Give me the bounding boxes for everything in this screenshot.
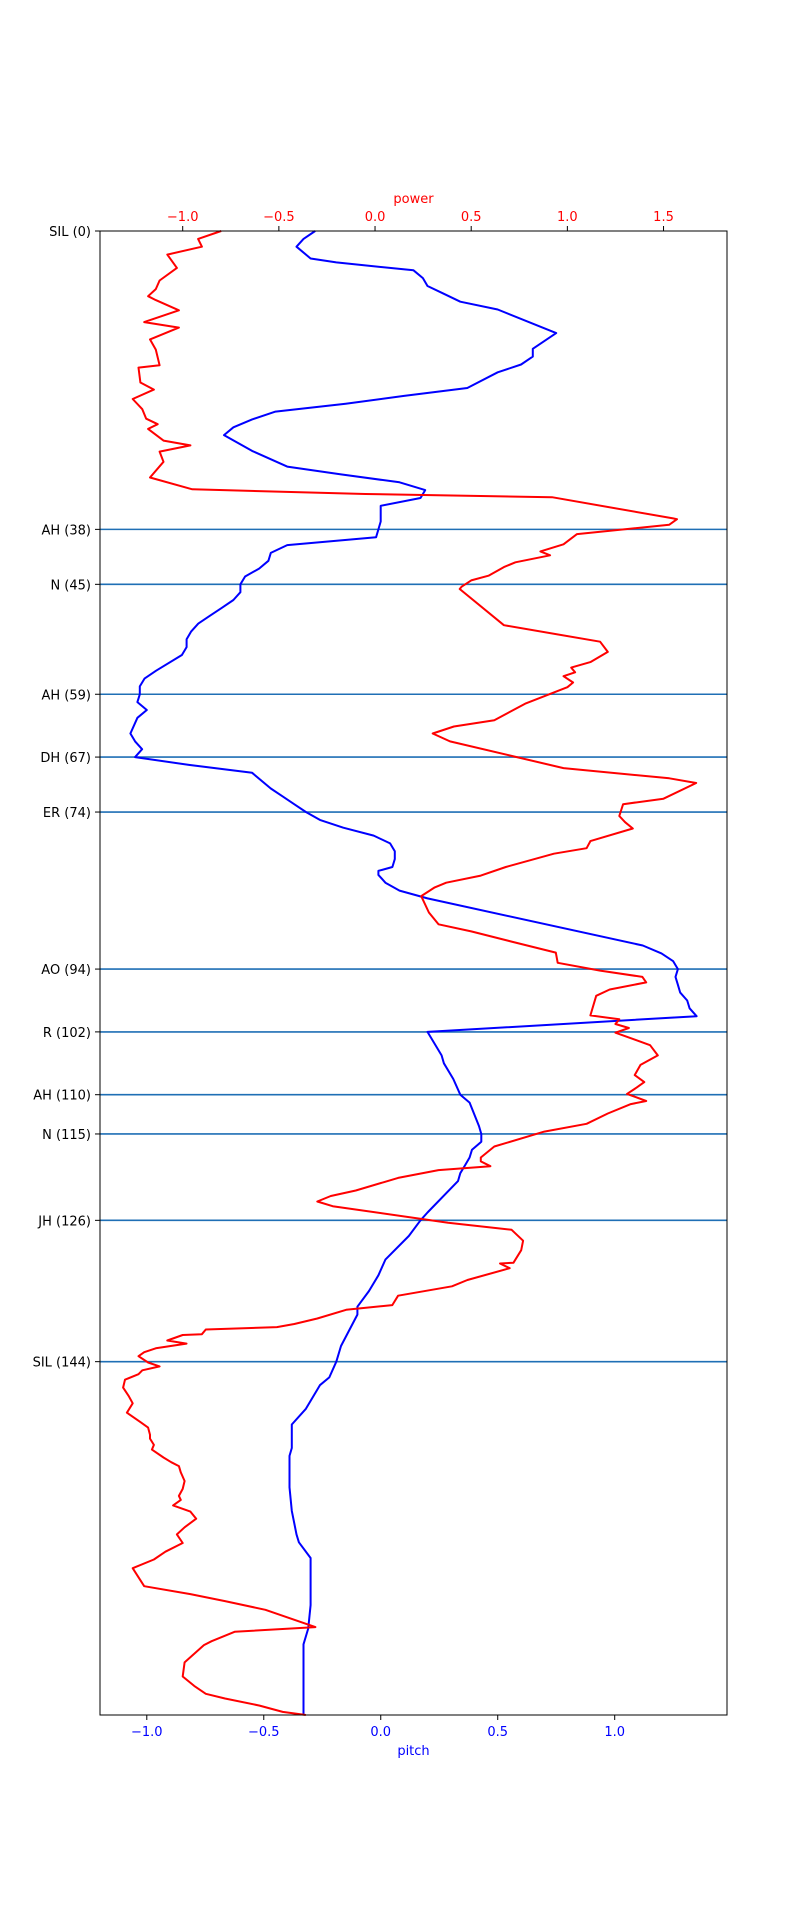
phoneme-boundaries <box>100 528 727 1363</box>
series-lines <box>122 230 698 1716</box>
y-tick-label: AH (59) <box>42 688 92 703</box>
pitch-tick-label: 1.0 <box>604 1725 625 1740</box>
power-tick-label: −1.0 <box>167 210 199 225</box>
y-tick-labels: SIL (0) AH (38) N (45) AH (59) DH (67) ER (74… <box>33 225 100 1371</box>
y-tick-label: SIL (0) <box>49 225 91 240</box>
power-tick-label: 0.5 <box>461 210 482 225</box>
pitch-axis-ticks: −1.0 −0.5 0.0 0.5 1.0 <box>131 1715 625 1740</box>
pitch-series-line <box>129 230 698 1715</box>
pitch-axis-label: pitch <box>397 1744 429 1759</box>
power-axis-label: power <box>393 192 434 207</box>
y-tick-label: AH (110) <box>33 1089 91 1104</box>
y-tick-label: AH (38) <box>42 523 92 538</box>
power-tick-label: 1.0 <box>557 210 578 225</box>
plot-frame <box>99 230 728 1716</box>
power-tick-label: −0.5 <box>263 210 295 225</box>
pitch-tick-label: 0.0 <box>370 1725 391 1740</box>
y-tick-label: ER (74) <box>43 806 91 821</box>
y-tick-label: N (115) <box>42 1128 91 1143</box>
power-series-line <box>122 230 698 1716</box>
power-tick-label: 0.0 <box>365 210 386 225</box>
pitch-tick-label: −0.5 <box>248 1725 280 1740</box>
pitch-tick-label: 0.5 <box>487 1725 508 1740</box>
pitch-tick-label: −1.0 <box>131 1725 163 1740</box>
power-axis-ticks: −1.0 −0.5 0.0 0.5 1.0 1.5 <box>167 210 674 231</box>
y-tick-label: SIL (144) <box>33 1356 91 1371</box>
y-tick-label: AO (94) <box>41 963 91 978</box>
y-tick-label: DH (67) <box>40 751 91 766</box>
y-tick-label: N (45) <box>50 578 91 593</box>
y-tick-label: JH (126) <box>37 1214 91 1229</box>
y-tick-label: R (102) <box>43 1026 91 1041</box>
power-tick-label: 1.5 <box>653 210 674 225</box>
